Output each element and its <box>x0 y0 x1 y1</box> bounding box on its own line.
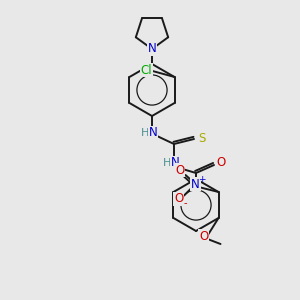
Text: -: - <box>184 198 187 208</box>
Text: H: H <box>141 128 149 138</box>
Text: H: H <box>163 158 171 168</box>
Text: O: O <box>175 164 184 176</box>
Text: O: O <box>199 230 208 242</box>
Text: +: + <box>198 175 205 184</box>
Text: N: N <box>191 178 200 190</box>
Text: Cl: Cl <box>141 64 152 76</box>
Text: O: O <box>174 193 183 206</box>
Text: S: S <box>198 131 206 145</box>
Text: N: N <box>148 127 158 140</box>
Text: N: N <box>148 43 156 56</box>
Text: O: O <box>216 157 226 169</box>
Text: N: N <box>171 157 179 169</box>
